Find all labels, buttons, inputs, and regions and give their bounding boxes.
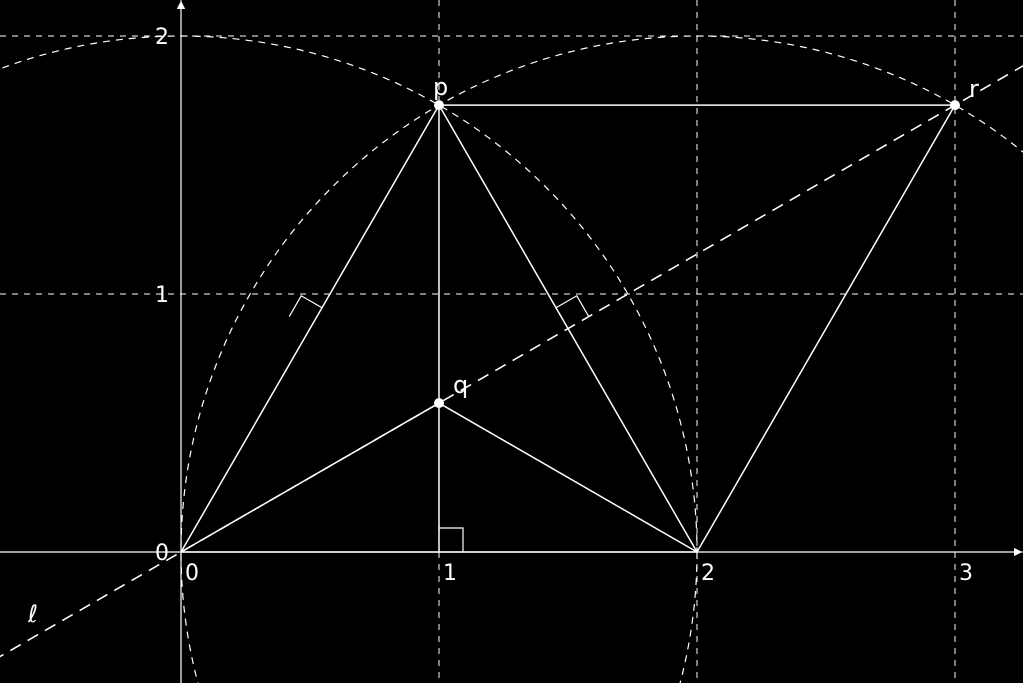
- segment: [181, 403, 439, 552]
- point-q: [434, 398, 444, 408]
- right-angle-marker: [439, 528, 463, 552]
- line-ell-label: ℓ: [27, 600, 38, 628]
- x-tick-label: 1: [443, 561, 457, 586]
- point-r: [950, 100, 960, 110]
- point-p: [434, 100, 444, 110]
- right-angle-marker: [556, 296, 589, 317]
- right-angle-marker: [289, 296, 322, 317]
- construction-circle: [0, 36, 697, 683]
- line-ell: [0, 0, 1023, 683]
- segment: [439, 403, 697, 552]
- y-tick-label: 1: [155, 283, 169, 308]
- x-tick-label: 2: [701, 561, 715, 586]
- x-tick-label: 3: [959, 561, 973, 586]
- segment: [697, 105, 955, 552]
- y-tick-label: 0: [155, 541, 169, 566]
- point-label-r: r: [969, 75, 979, 103]
- point-label-q: q: [453, 371, 468, 399]
- segment: [439, 105, 697, 552]
- point-label-p: p: [433, 73, 448, 101]
- y-tick-label: 2: [155, 25, 169, 50]
- x-tick-label: 0: [185, 561, 199, 586]
- segment: [181, 105, 439, 552]
- construction-circle: [181, 36, 1023, 683]
